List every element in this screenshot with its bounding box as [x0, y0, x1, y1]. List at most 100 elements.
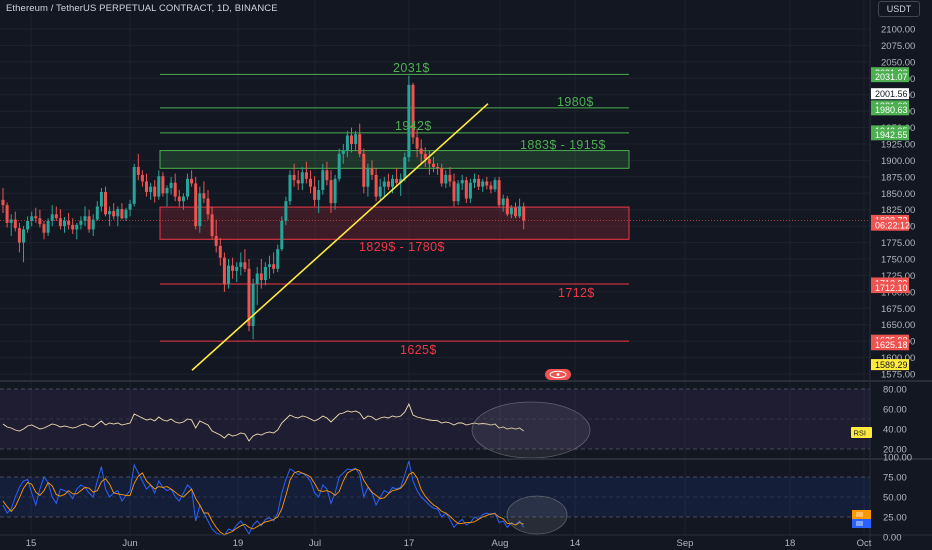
price-tick: 2050.00 [881, 57, 915, 68]
label-1942: 1942$ [395, 119, 432, 133]
candle [440, 163, 444, 187]
candle [165, 185, 169, 207]
price-zones[interactable] [159, 150, 630, 240]
price-tick: 1600.00 [881, 353, 915, 364]
price-tick: 2100.00 [881, 25, 915, 36]
rsi-tick: 40.00 [883, 425, 907, 436]
candle [325, 161, 329, 186]
candle [202, 181, 206, 204]
candle [407, 75, 411, 162]
candle [419, 139, 423, 164]
candle [218, 237, 222, 266]
candle [38, 209, 42, 228]
candle [149, 182, 153, 200]
svg-text:06:22:12: 06:22:12 [875, 220, 910, 230]
candle [345, 130, 349, 158]
candle [448, 167, 452, 187]
candle [46, 218, 50, 236]
svg-text:1980.63: 1980.63 [875, 105, 908, 115]
price-tick: 1850.00 [881, 189, 915, 200]
candle [518, 198, 522, 219]
symbol-title[interactable]: Ethereum / TetherUS PERPETUAL CONTRACT, … [6, 3, 278, 14]
candle [456, 180, 460, 206]
candle [26, 216, 30, 233]
candle [214, 219, 218, 253]
candle [501, 194, 505, 212]
price-tick: 1875.00 [881, 172, 915, 183]
candle [452, 173, 456, 207]
candle [473, 173, 476, 189]
candle [54, 206, 58, 221]
price-tick: 1925.00 [881, 140, 915, 151]
candle [362, 148, 366, 194]
price-tick: 1825.00 [881, 205, 915, 216]
price-tick: 1775.00 [881, 238, 915, 249]
candle [50, 205, 54, 227]
stoch-tick: 100.00 [883, 453, 912, 464]
candle [5, 202, 9, 228]
candle [9, 214, 13, 236]
price-tick: 1675.00 [881, 304, 915, 315]
candle [124, 207, 128, 221]
candle [276, 244, 280, 273]
horizontal-levels[interactable] [160, 73, 629, 342]
candle [108, 206, 112, 227]
candle [444, 170, 448, 189]
label-1712: 1712$ [558, 286, 595, 300]
svg-text:2001.56: 2001.56 [875, 89, 908, 99]
price-label: 2031.07 [871, 71, 909, 83]
time-tick: Aug [492, 538, 509, 549]
candle [436, 163, 440, 175]
candle [427, 150, 431, 175]
time-tick: 14 [570, 538, 581, 549]
candle [522, 202, 526, 230]
candle [79, 216, 83, 230]
label-1980: 1980$ [557, 95, 594, 109]
candle [395, 168, 399, 187]
candle [71, 218, 75, 235]
price-tick: 1750.00 [881, 255, 915, 266]
candle [1, 188, 5, 213]
candle [186, 173, 189, 200]
time-tick: 19 [233, 538, 244, 549]
candle [386, 173, 390, 190]
rsi-panel [0, 388, 870, 459]
candle [169, 176, 173, 195]
visibility-icon[interactable] [545, 369, 571, 380]
candle [481, 178, 485, 192]
candle [337, 148, 341, 182]
candle [304, 161, 308, 184]
candle [34, 207, 38, 223]
svg-text:1712.10: 1712.10 [875, 283, 908, 293]
trendline[interactable] [191, 103, 489, 371]
candle [161, 172, 165, 197]
candle [30, 211, 34, 227]
price-axis-labels: 2031.862031.072001.561981.631980.631943.… [871, 67, 910, 371]
candle [112, 203, 116, 220]
grid-lines [0, 0, 870, 535]
candle [87, 209, 91, 233]
green-zone-box[interactable] [159, 150, 630, 169]
time-axis[interactable]: 15 Jun 19 Jul 17 Aug 14 Sep 18 Oct [26, 538, 872, 549]
red-zone-box[interactable] [159, 206, 630, 240]
svg-text:RSI: RSI [854, 429, 867, 438]
candle [153, 180, 157, 203]
candle [157, 170, 161, 200]
candle [13, 211, 17, 232]
time-tick: 17 [404, 538, 415, 549]
rsi-line [2, 402, 524, 442]
stoch-tick: 0.00 [883, 533, 902, 544]
candle [370, 160, 374, 181]
candle [399, 173, 403, 196]
candle [132, 163, 136, 207]
candle [378, 178, 382, 200]
candle [493, 177, 497, 192]
price-label: 1980.63 [871, 104, 909, 116]
candle [194, 176, 198, 230]
candle [181, 193, 185, 210]
candle [58, 209, 62, 230]
candle [210, 206, 214, 240]
currency-button[interactable]: USDT [878, 1, 920, 17]
rsi-badge: RSI [851, 427, 872, 438]
